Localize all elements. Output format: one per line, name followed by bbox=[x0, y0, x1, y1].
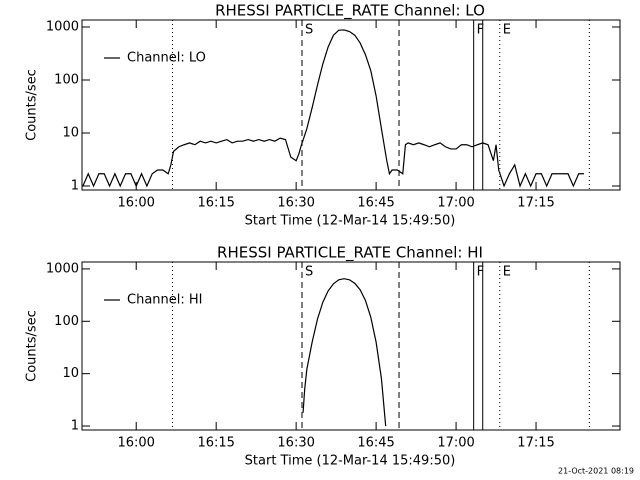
time-marker-label: S bbox=[305, 265, 313, 280]
plot-frame bbox=[81, 19, 621, 191]
plot-frame bbox=[81, 261, 621, 431]
y-axis-label: Counts/sec bbox=[25, 310, 40, 382]
x-tick-label: 16:15 bbox=[197, 196, 234, 211]
time-marker-label: F bbox=[477, 23, 484, 38]
y-tick-label: 10 bbox=[62, 125, 79, 140]
x-tick-label: 17:00 bbox=[437, 436, 474, 451]
x-axis-label: Start Time (12-Mar-14 15:49:50) bbox=[245, 214, 456, 229]
legend-label: Channel: LO bbox=[127, 51, 206, 66]
y-tick-label: 100 bbox=[54, 72, 79, 87]
y-tick-label: 1000 bbox=[46, 19, 79, 34]
x-axis-label: Start Time (12-Mar-14 15:49:50) bbox=[245, 454, 456, 469]
x-tick-label: 16:45 bbox=[357, 436, 394, 451]
y-tick-label: 100 bbox=[54, 314, 79, 329]
x-tick-label: 16:30 bbox=[277, 196, 314, 211]
x-tick-label: 16:45 bbox=[357, 196, 394, 211]
x-tick-label: 16:15 bbox=[197, 436, 234, 451]
y-axis-label: Counts/sec bbox=[25, 69, 40, 141]
time-marker-label: E bbox=[503, 265, 511, 280]
data-line bbox=[302, 278, 387, 427]
legend-label: Channel: HI bbox=[127, 293, 203, 308]
y-tick-label: 1000 bbox=[46, 261, 79, 276]
time-marker-label: E bbox=[503, 23, 511, 38]
y-tick-label: 1 bbox=[71, 419, 79, 434]
time-marker-label: F bbox=[477, 265, 484, 280]
data-line bbox=[82, 29, 585, 188]
x-tick-label: 16:00 bbox=[117, 196, 154, 211]
chart-title: RHESSI PARTICLE_RATE Channel: HI bbox=[217, 244, 483, 263]
y-tick-label: 1 bbox=[71, 178, 79, 193]
chart-title: RHESSI PARTICLE_RATE Channel: LO bbox=[215, 2, 485, 21]
x-tick-label: 16:30 bbox=[277, 436, 314, 451]
x-tick-label: 16:00 bbox=[117, 436, 154, 451]
x-tick-label: 17:15 bbox=[517, 196, 554, 211]
time-marker-label: S bbox=[305, 23, 313, 38]
x-tick-label: 17:15 bbox=[517, 436, 554, 451]
timestamp: 21-Oct-2021 08:19 bbox=[558, 467, 634, 476]
y-tick-label: 10 bbox=[62, 366, 79, 381]
x-tick-label: 17:00 bbox=[437, 196, 474, 211]
